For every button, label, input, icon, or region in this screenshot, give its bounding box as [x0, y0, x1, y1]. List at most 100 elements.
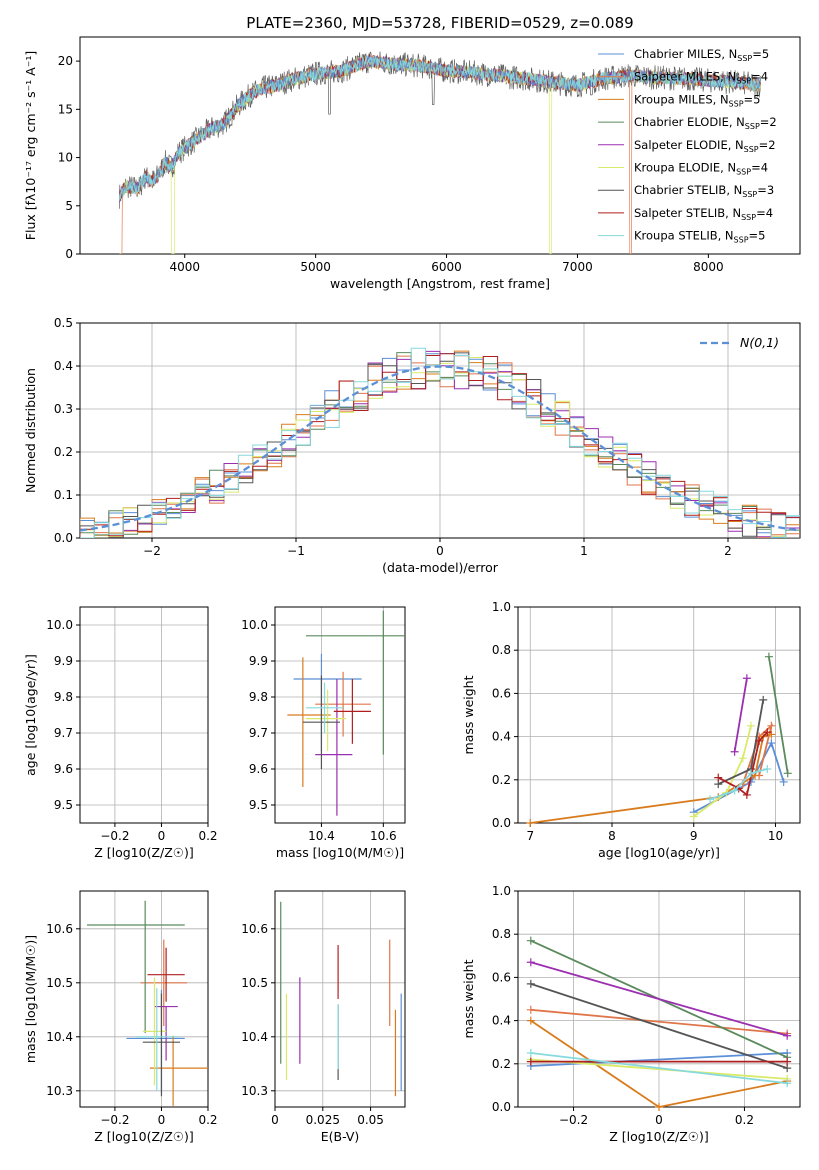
y-axis-label: Flux [fλ10⁻¹⁷ erg cm⁻² s⁻¹ A⁻¹]: [23, 51, 38, 240]
x-tick-label: 5000: [300, 260, 331, 274]
y-tick-label: 20: [58, 54, 73, 68]
axes-frame: [274, 606, 406, 824]
weight-vs-age-panel: 7 8 9 10 0.0 0.2 0.4 0.6 0.8 1.0 age [log10(age/yr…: [461, 600, 801, 860]
histogram-kroupa-stelib: [80, 347, 800, 538]
x-tick-label: 6000: [431, 260, 462, 274]
weight-marker: [767, 730, 776, 739]
legend-value: =2: [760, 115, 777, 129]
weight-vs-Z-panel: −0.2 0 0.2 0.0 0.2 0.4 0.6 0.8 1.0 Z [log10(Z/Z☉)…: [461, 884, 801, 1144]
weight-marker: [526, 1005, 535, 1014]
mass-vs-Z-panel: −0.2 0 0.2 10.3 10.4 10.5 10.6 Z [log10(Z/Z☉)] m…: [23, 890, 218, 1144]
x-axis-label: (data-model)/error: [382, 560, 499, 575]
weight-line: [530, 961, 788, 1037]
x-tick-label: −2: [143, 544, 161, 558]
weight-marker: [526, 819, 535, 827]
age-vs-mass-panel: 10.4 10.6 9.5 9.6 9.7 9.8 9.9 10.0 mass [log10(M…: [241, 606, 406, 860]
y-tick-label: 0.4: [492, 730, 511, 744]
x-tick-label: 0: [655, 1113, 663, 1127]
y-axis-label: Normed distribution: [23, 368, 38, 493]
y-tick-label: 0.6: [492, 970, 511, 984]
weight-marker: [526, 1016, 535, 1025]
weight-marker: [738, 754, 747, 763]
legend-label: Salpeter MILES, NSSP=4: [634, 70, 768, 86]
legend-label: Salpeter STELIB, NSSP=4: [634, 206, 773, 222]
weight-line: [693, 740, 785, 813]
y-tick-label: 10.0: [46, 618, 73, 632]
y-axis-label: mass weight: [461, 959, 476, 1038]
x-tick-label: 7000: [562, 260, 593, 274]
residual-panel: −2 −1 0 1 2 0.0 0.1 0.2 0.3 0.4 0.5 (data-model)/er…: [23, 316, 801, 575]
y-tick-label: 0.8: [492, 927, 511, 941]
y-tick-label: 9.7: [249, 726, 268, 740]
x-tick-label: 9: [690, 829, 698, 843]
x-tick-label: 7: [526, 829, 534, 843]
y-tick-label: 9.5: [249, 798, 268, 812]
x-axis-label: wavelength [Angstrom, rest frame]: [330, 276, 550, 291]
x-tick-label: 0.2: [735, 1113, 754, 1127]
y-tick-label: 10.3: [46, 1084, 73, 1098]
y-tick-label: 0.2: [492, 1057, 511, 1071]
weight-line: [768, 656, 789, 774]
weight-marker: [783, 1057, 792, 1066]
x-tick-label: 0.2: [198, 1113, 217, 1127]
legend-subscript: SSP: [742, 190, 757, 199]
weight-marker: [655, 1103, 663, 1111]
legend-subscript: SSP: [729, 99, 744, 108]
x-tick-label: 10.6: [370, 829, 397, 843]
weight-marker: [526, 1057, 535, 1066]
weight-marker: [779, 777, 788, 786]
y-axis-label: mass weight: [461, 675, 476, 754]
x-axis-label: Z [log10(Z/Z☉)]: [609, 1129, 709, 1144]
weight-marker: [742, 674, 751, 683]
y-tick-label: 9.7: [54, 726, 73, 740]
weight-marker: [759, 695, 768, 704]
legend-value: =5: [749, 229, 766, 243]
y-axis-label: mass [log10(M/M☉)]: [23, 935, 38, 1063]
legend-value: =3: [757, 183, 774, 197]
weight-marker: [746, 769, 755, 778]
y-tick-label: 10.4: [46, 1030, 73, 1044]
weight-marker: [767, 739, 776, 748]
legend-label: N(0,1): [740, 335, 779, 350]
y-tick-label: 0.1: [54, 488, 73, 502]
y-tick-label: 10.5: [241, 976, 268, 990]
legend-value: =4: [751, 70, 768, 84]
mass-vs-EBV-panel: 0 0.025 0.05 10.3 10.4 10.5 10.6 E(B-V): [241, 890, 406, 1144]
x-tick-label: 8000: [693, 260, 724, 274]
weight-line: [733, 678, 748, 752]
gaussian-curve: [80, 365, 800, 532]
x-tick-label: 0.05: [357, 1113, 384, 1127]
x-tick-label: 2: [724, 544, 732, 558]
spectrum-line-kroupa-stelib: [118, 55, 761, 201]
x-axis-label: mass [log10(M/M☉)]: [276, 845, 404, 860]
y-tick-label: 0.5: [54, 316, 73, 330]
y-tick-label: 10.5: [46, 976, 73, 990]
weight-marker: [763, 728, 772, 737]
legend-label: Kroupa STELIB, NSSP=5: [634, 229, 765, 245]
x-tick-label: 0: [158, 829, 166, 843]
y-tick-label: 9.6: [54, 762, 73, 776]
weight-marker: [767, 721, 776, 730]
y-tick-label: 0.0: [54, 531, 73, 545]
y-tick-label: 9.8: [54, 690, 73, 704]
weight-marker: [526, 979, 535, 988]
weight-line: [693, 725, 752, 818]
y-tick-label: 0.3: [54, 402, 73, 416]
y-tick-label: 10.0: [241, 618, 268, 632]
legend-label: Chabrier MILES, NSSP=5: [634, 47, 769, 63]
x-tick-label: −0.2: [100, 1113, 129, 1127]
x-tick-label: 0.2: [198, 829, 217, 843]
legend-subscript: SSP: [744, 145, 759, 154]
x-tick-label: 4000: [169, 260, 200, 274]
weight-line: [530, 1052, 788, 1085]
weight-marker: [763, 765, 772, 773]
y-tick-label: 1.0: [492, 884, 511, 898]
x-tick-label: −0.2: [559, 1113, 588, 1127]
y-tick-label: 0.4: [492, 1014, 511, 1028]
x-tick-label: 0: [158, 1113, 166, 1127]
weight-marker: [714, 773, 723, 782]
y-tick-label: 0.2: [492, 773, 511, 787]
weight-line: [530, 983, 788, 1069]
legend-subscript: SSP: [741, 213, 756, 222]
